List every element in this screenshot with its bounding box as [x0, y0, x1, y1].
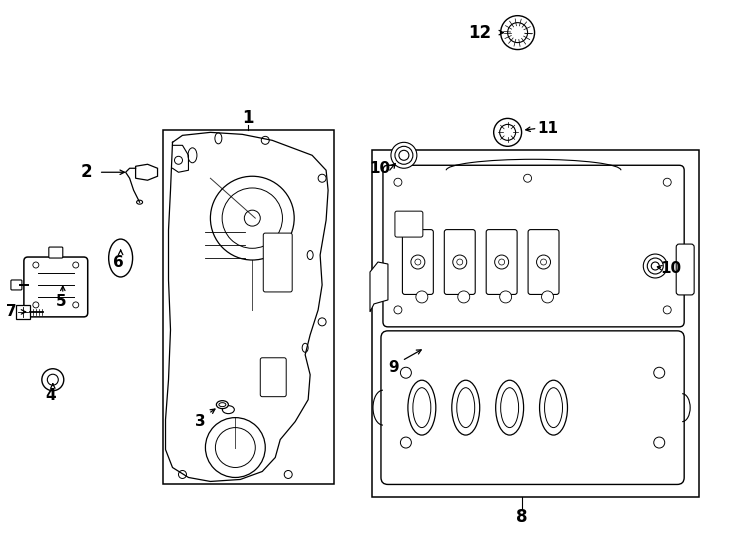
Circle shape — [664, 178, 671, 186]
Circle shape — [73, 262, 79, 268]
Ellipse shape — [222, 406, 234, 414]
Circle shape — [501, 16, 534, 50]
Circle shape — [42, 369, 64, 390]
Circle shape — [540, 259, 547, 265]
Circle shape — [654, 437, 665, 448]
Text: 10: 10 — [369, 161, 390, 176]
FancyBboxPatch shape — [444, 230, 475, 294]
Circle shape — [500, 124, 515, 140]
Text: 7: 7 — [6, 305, 16, 319]
Ellipse shape — [408, 380, 436, 435]
Circle shape — [494, 118, 522, 146]
Circle shape — [664, 306, 671, 314]
Circle shape — [458, 291, 470, 303]
Circle shape — [416, 291, 428, 303]
Ellipse shape — [188, 148, 197, 163]
Text: 2: 2 — [81, 163, 92, 181]
Circle shape — [457, 259, 462, 265]
Bar — [372, 150, 700, 497]
Text: 8: 8 — [516, 508, 527, 526]
Circle shape — [542, 291, 553, 303]
FancyBboxPatch shape — [676, 244, 694, 295]
Ellipse shape — [539, 380, 567, 435]
Ellipse shape — [219, 403, 226, 407]
Ellipse shape — [137, 200, 142, 204]
Ellipse shape — [495, 380, 523, 435]
Circle shape — [284, 470, 292, 478]
FancyBboxPatch shape — [261, 358, 286, 397]
FancyBboxPatch shape — [11, 280, 22, 290]
Circle shape — [523, 174, 531, 182]
Circle shape — [500, 291, 512, 303]
Circle shape — [394, 306, 402, 314]
Circle shape — [33, 262, 39, 268]
Circle shape — [175, 156, 183, 164]
FancyBboxPatch shape — [49, 247, 63, 258]
FancyBboxPatch shape — [402, 230, 433, 294]
Circle shape — [399, 150, 409, 160]
Circle shape — [222, 188, 283, 248]
Circle shape — [391, 143, 417, 168]
Polygon shape — [136, 164, 158, 180]
Polygon shape — [370, 262, 388, 312]
Ellipse shape — [501, 388, 519, 428]
FancyBboxPatch shape — [381, 331, 684, 484]
Text: 4: 4 — [46, 388, 56, 403]
Circle shape — [47, 374, 58, 385]
Circle shape — [73, 302, 79, 308]
Circle shape — [643, 254, 667, 278]
Ellipse shape — [109, 239, 133, 277]
FancyBboxPatch shape — [486, 230, 517, 294]
Ellipse shape — [217, 401, 228, 409]
Bar — [16, 305, 30, 319]
Ellipse shape — [452, 380, 480, 435]
Circle shape — [394, 178, 402, 186]
Circle shape — [654, 367, 665, 378]
Circle shape — [453, 255, 467, 269]
Circle shape — [537, 255, 550, 269]
FancyBboxPatch shape — [383, 165, 684, 327]
FancyBboxPatch shape — [528, 230, 559, 294]
Circle shape — [211, 176, 294, 260]
FancyBboxPatch shape — [24, 257, 88, 317]
Circle shape — [508, 23, 528, 43]
FancyBboxPatch shape — [264, 233, 292, 292]
Circle shape — [261, 136, 269, 144]
Circle shape — [318, 318, 326, 326]
Circle shape — [206, 417, 265, 477]
Text: 9: 9 — [388, 360, 399, 375]
Circle shape — [401, 367, 411, 378]
Bar — [162, 130, 334, 484]
Circle shape — [33, 302, 39, 308]
Text: 11: 11 — [537, 121, 558, 136]
Circle shape — [215, 428, 255, 468]
Text: 3: 3 — [195, 414, 206, 429]
Circle shape — [401, 437, 411, 448]
Circle shape — [647, 258, 664, 274]
Text: 12: 12 — [468, 24, 491, 42]
Ellipse shape — [457, 388, 475, 428]
Text: 10: 10 — [661, 260, 682, 275]
Ellipse shape — [302, 343, 308, 352]
Circle shape — [498, 259, 505, 265]
Circle shape — [395, 146, 413, 164]
FancyBboxPatch shape — [395, 211, 423, 237]
Circle shape — [244, 210, 261, 226]
Circle shape — [318, 174, 326, 182]
Ellipse shape — [545, 388, 562, 428]
Text: 1: 1 — [242, 110, 254, 127]
Circle shape — [178, 470, 186, 478]
Circle shape — [495, 255, 509, 269]
Circle shape — [415, 259, 421, 265]
Circle shape — [651, 262, 659, 270]
Ellipse shape — [215, 133, 222, 144]
Text: 6: 6 — [113, 254, 124, 269]
Circle shape — [411, 255, 425, 269]
Ellipse shape — [413, 388, 431, 428]
Text: 5: 5 — [56, 294, 66, 309]
Ellipse shape — [307, 251, 313, 260]
